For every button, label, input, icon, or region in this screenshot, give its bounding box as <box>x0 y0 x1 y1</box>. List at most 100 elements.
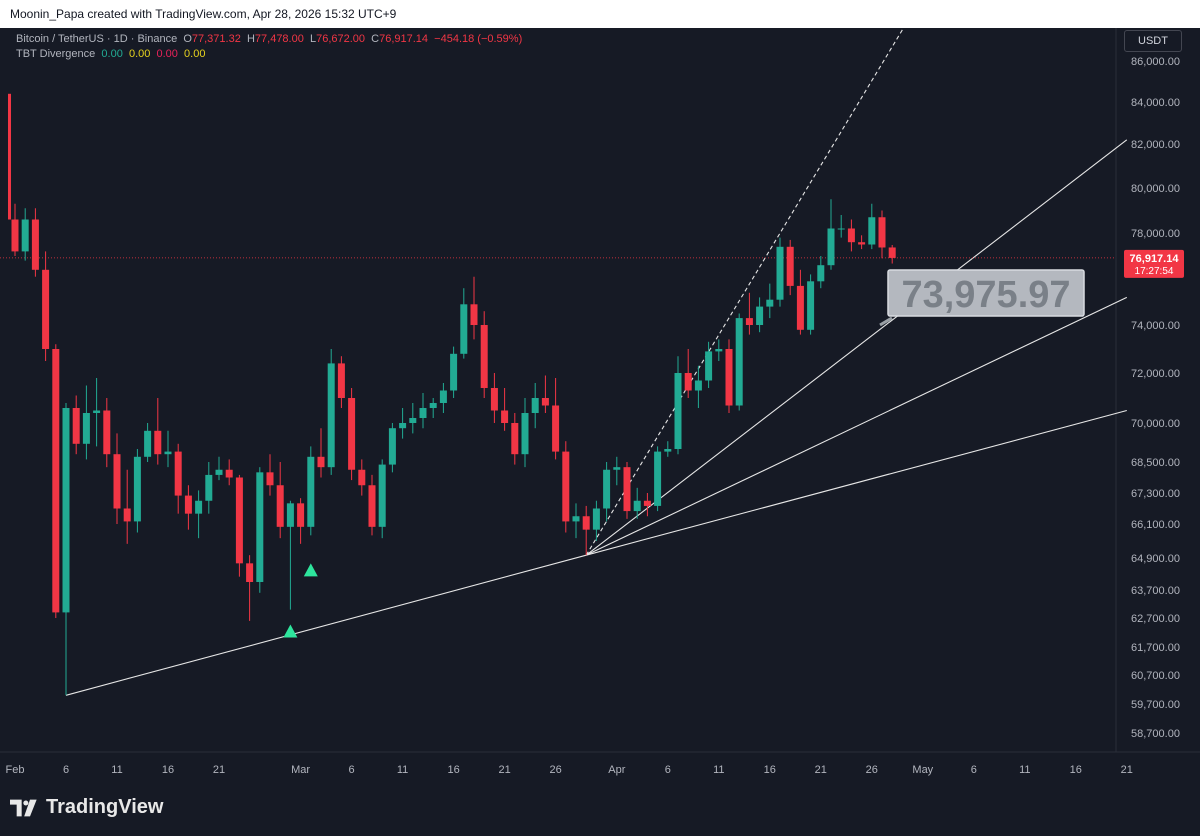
candle-body <box>317 456 325 468</box>
x-tick-label: 6 <box>665 764 671 776</box>
candle-body <box>225 469 233 478</box>
candle-body <box>174 451 182 496</box>
candle-body <box>705 351 713 381</box>
candle-body <box>531 398 539 413</box>
candle-body <box>480 325 488 388</box>
bullish-signal-marker <box>283 624 298 638</box>
price-annotation: 73,975.97 <box>879 269 1085 327</box>
open-value: 77,371.32 <box>191 33 241 45</box>
last-price-value: 76,917.14 <box>1130 253 1180 265</box>
candle-body <box>490 388 498 411</box>
candle-body <box>368 485 376 527</box>
chart-legend: Bitcoin / TetherUS · 1D · Binance O77,37… <box>16 32 522 62</box>
candle-body <box>429 403 437 408</box>
low-label: L <box>309 33 317 45</box>
x-tick-label: 26 <box>866 764 878 776</box>
candle-body <box>623 467 631 512</box>
candle-body <box>511 423 519 455</box>
x-tick-label: 16 <box>162 764 174 776</box>
candle-body <box>337 363 345 398</box>
x-tick-label: Mar <box>291 764 310 776</box>
candle-body <box>113 454 121 509</box>
candle-body <box>21 219 29 252</box>
candle-body <box>786 246 794 286</box>
candle-body <box>725 349 733 406</box>
candle-body <box>195 500 203 514</box>
bar-countdown: 17:27:54 <box>1135 266 1174 277</box>
y-tick-label: 80,000.00 <box>1131 183 1180 195</box>
candle-body <box>215 469 223 475</box>
x-tick-label: 6 <box>971 764 977 776</box>
x-tick-label: 6 <box>349 764 355 776</box>
tradingview-logo[interactable]: TradingView <box>10 796 163 819</box>
candle-body <box>307 456 315 527</box>
candle-body <box>133 456 141 522</box>
candle-body <box>888 247 896 258</box>
close-value: 76,917.14 <box>379 33 429 45</box>
ohlc-row: Bitcoin / TetherUS · 1D · Binance O77,37… <box>16 32 522 47</box>
indicator-value: 0.00 <box>184 48 206 60</box>
chart-panel[interactable]: Bitcoin / TetherUS · 1D · Binance O77,37… <box>0 28 1200 780</box>
candle-body <box>276 485 284 527</box>
trendline <box>585 139 1128 556</box>
y-tick-label: 62,700.00 <box>1131 613 1180 625</box>
y-tick-label: 82,000.00 <box>1131 139 1180 151</box>
high-value: 77,478.00 <box>254 33 304 45</box>
candle-body <box>62 408 70 613</box>
axes: 86,000.00 84,000.00 82,000.00 80,000.00 78,0… <box>0 28 1200 776</box>
candle-body <box>388 428 396 465</box>
candle-body <box>82 413 90 444</box>
candle-body <box>154 430 162 455</box>
candle-body <box>817 265 825 282</box>
candle-body <box>450 353 458 391</box>
candle-body <box>409 418 417 423</box>
y-tick-label: 67,300.00 <box>1131 488 1180 500</box>
candle-body <box>633 500 641 512</box>
candle-body <box>439 390 447 403</box>
candle-body <box>235 477 243 564</box>
indicator-row: TBT Divergence 0.00 0.00 0.00 0.00 <box>16 47 522 62</box>
candle-body <box>348 398 356 470</box>
candle-body <box>246 563 254 582</box>
candle-body <box>72 408 80 444</box>
candlestick-chart[interactable]: 86,000.00 84,000.00 82,000.00 80,000.00 78,0… <box>0 28 1200 780</box>
candle-body <box>562 451 570 522</box>
x-tick-label: 6 <box>63 764 69 776</box>
currency-button[interactable]: USDT <box>1124 30 1182 52</box>
candle-body <box>868 217 876 245</box>
y-tick-label: 58,700.00 <box>1131 728 1180 740</box>
candle-body <box>256 472 264 582</box>
x-tick-label: 21 <box>213 764 225 776</box>
candle-body <box>643 500 651 506</box>
candle-body <box>184 495 192 514</box>
candle-body <box>735 318 743 406</box>
candle-body <box>52 349 60 613</box>
candle-body <box>837 228 845 230</box>
chart-credit: Moonin_Papa created with TradingView.com… <box>10 7 397 21</box>
y-tick-label: 60,700.00 <box>1131 670 1180 682</box>
annotation-text: 73,975.97 <box>901 274 1070 316</box>
candle-body <box>144 430 152 457</box>
y-tick-label: 59,700.00 <box>1131 699 1180 711</box>
branding-bar: TradingView <box>0 780 1200 836</box>
symbol-title[interactable]: Bitcoin / TetherUS · 1D · Binance <box>16 33 178 45</box>
tradingview-logo-icon <box>10 799 37 816</box>
left-edge-bar <box>8 93 11 220</box>
indicator-title[interactable]: TBT Divergence <box>16 48 96 60</box>
x-tick-label: Feb <box>6 764 25 776</box>
x-tick-label: 16 <box>1070 764 1082 776</box>
candle-body <box>603 469 611 509</box>
candle-body <box>756 306 764 325</box>
x-tick-label: 11 <box>1019 764 1030 776</box>
y-tick-label: 86,000.00 <box>1131 56 1180 68</box>
candle-body <box>694 380 702 391</box>
candle-body <box>327 363 335 468</box>
x-tick-label: 21 <box>815 764 827 776</box>
y-tick-label: 74,000.00 <box>1131 320 1180 332</box>
y-tick-label: 68,500.00 <box>1131 457 1180 469</box>
x-tick-label: Apr <box>608 764 625 776</box>
candle-body <box>766 299 774 307</box>
candle-body <box>297 503 305 527</box>
candle-body <box>378 464 386 527</box>
